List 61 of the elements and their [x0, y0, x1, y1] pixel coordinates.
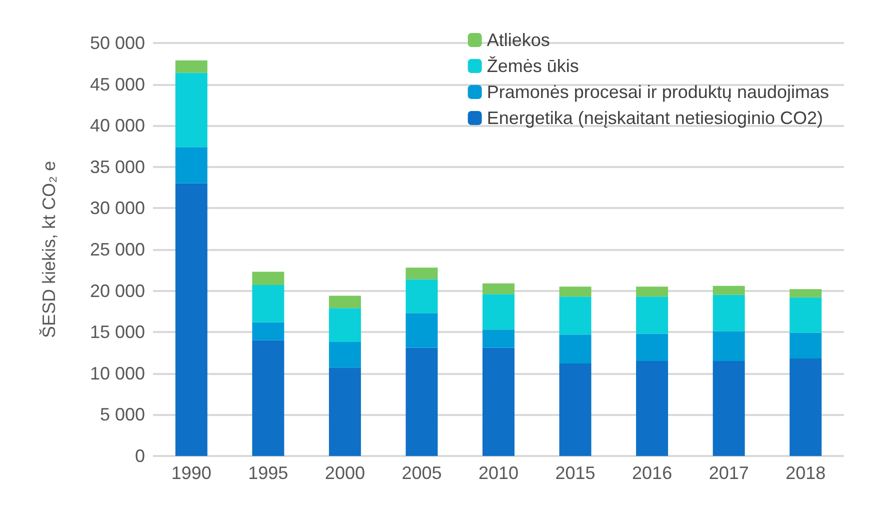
- bar: [252, 285, 284, 322]
- y-tick-label: 40 000: [90, 116, 145, 136]
- bar: [406, 268, 438, 280]
- bar: [482, 283, 514, 294]
- bar: [712, 294, 745, 332]
- y-tick-label: 5 000: [100, 404, 145, 425]
- y-axis-title: ŠESD kiekis, kt CO₂ e: [39, 160, 59, 338]
- bar: [328, 368, 361, 456]
- bar: [790, 358, 822, 456]
- y-tick-label: 45 000: [90, 74, 145, 94]
- x-tick-label: 2016: [632, 463, 672, 483]
- bar: [790, 332, 822, 359]
- y-tick-label: 15 000: [90, 322, 145, 342]
- x-tick-label: 2000: [324, 463, 365, 483]
- bar: [712, 286, 745, 295]
- y-tick-label: 35 000: [90, 156, 145, 177]
- y-tick-label: 0: [134, 446, 145, 466]
- legend-label: Atliekos: [486, 30, 550, 50]
- x-tick-label: 2015: [555, 463, 596, 483]
- bar: [328, 342, 361, 368]
- x-tick-label: 2010: [478, 463, 519, 483]
- bar: [636, 296, 668, 334]
- bar: [482, 330, 514, 348]
- legend-label: Žemės ūkis: [486, 56, 579, 76]
- bar: [559, 286, 592, 297]
- bar: [175, 147, 208, 184]
- bar: [482, 348, 514, 456]
- y-tick-label: 30 000: [90, 198, 145, 218]
- bar: [406, 313, 438, 348]
- bar: [406, 279, 438, 314]
- bar: [175, 183, 208, 456]
- bar: [636, 361, 668, 456]
- y-tick-label: 10 000: [90, 363, 145, 384]
- bar: [328, 296, 361, 308]
- legend-label: Pramonės procesai ir produktų naudojimas: [486, 82, 830, 102]
- bar: [790, 289, 822, 298]
- bar: [406, 348, 438, 456]
- bar: [175, 60, 208, 73]
- bar: [712, 361, 745, 456]
- bar: [328, 308, 361, 342]
- bar: [636, 286, 668, 297]
- bar: [252, 322, 284, 340]
- bar: [252, 272, 284, 286]
- x-tick-label: 2005: [402, 463, 442, 483]
- bar: [482, 294, 514, 330]
- x-tick-label: 1995: [248, 463, 288, 483]
- bar: [559, 296, 592, 335]
- y-tick-label: 25 000: [90, 240, 145, 260]
- legend-label: Energetika (neįskaitant netiesioginio CO2): [486, 108, 824, 128]
- bar: [559, 334, 592, 364]
- bar: [636, 334, 668, 362]
- x-tick-label: 1990: [171, 463, 212, 483]
- x-tick-label: 2018: [786, 463, 826, 483]
- bar: [252, 340, 284, 456]
- x-tick-label: 2017: [708, 463, 749, 483]
- bar: [175, 72, 208, 148]
- y-tick-label: 50 000: [90, 33, 145, 53]
- bar: [790, 297, 822, 333]
- y-tick-label: 20 000: [90, 280, 145, 301]
- bar: [559, 363, 592, 456]
- bar: [712, 331, 745, 362]
